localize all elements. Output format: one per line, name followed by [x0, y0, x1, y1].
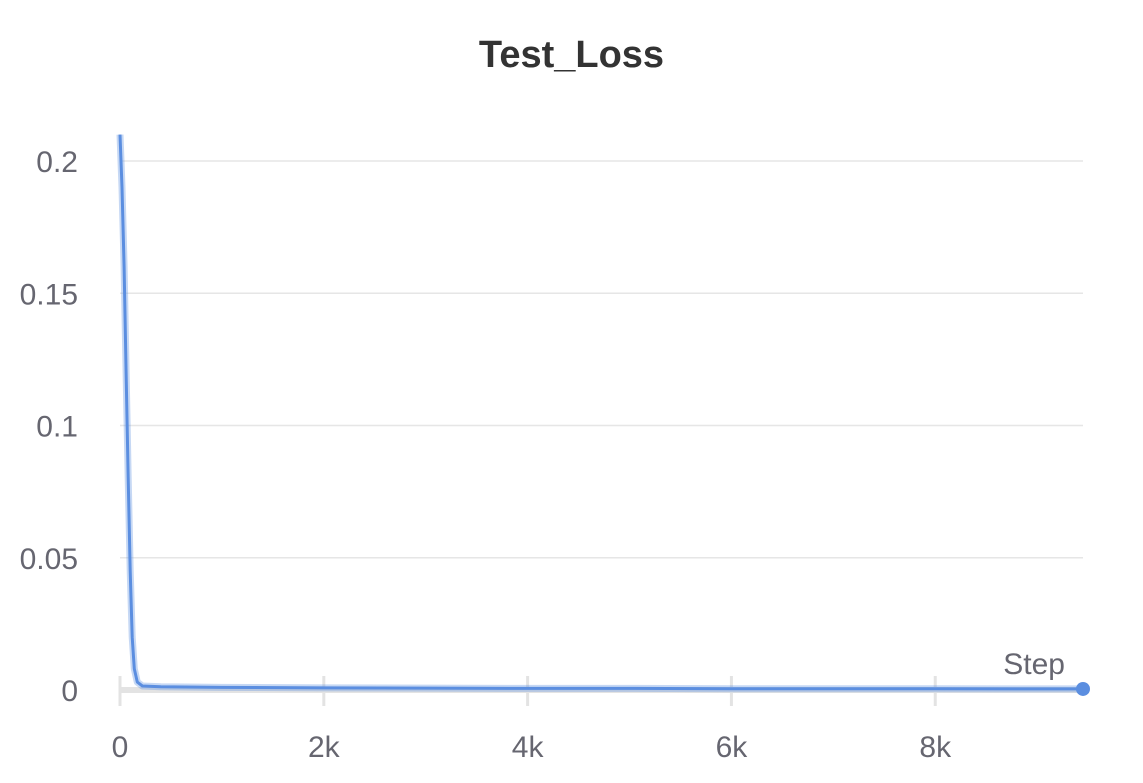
x-tick-label: 0 [112, 731, 129, 764]
y-tick-label: 0.2 [36, 146, 78, 179]
y-tick-label: 0.15 [20, 278, 78, 311]
y-axis: 0 0.05 0.1 0.15 0.2 [20, 146, 78, 708]
series-line-halo [116, 134, 1083, 693]
y-tick-label: 0.05 [20, 543, 78, 576]
x-tick-label: 8k [919, 731, 952, 764]
series-group [116, 134, 1090, 696]
x-tick-label: 6k [716, 731, 749, 764]
y-tick-label: 0.1 [36, 411, 78, 444]
chart-title: Test_Loss [478, 34, 665, 76]
x-tick-label: 2k [308, 731, 341, 764]
grid-lines [120, 160, 1083, 559]
x-axis-label: Step [1003, 648, 1065, 681]
x-tick-label: 4k [512, 731, 545, 764]
series-end-point [1076, 681, 1090, 696]
series-line [118, 134, 1083, 691]
y-tick-label: 0 [61, 675, 78, 708]
